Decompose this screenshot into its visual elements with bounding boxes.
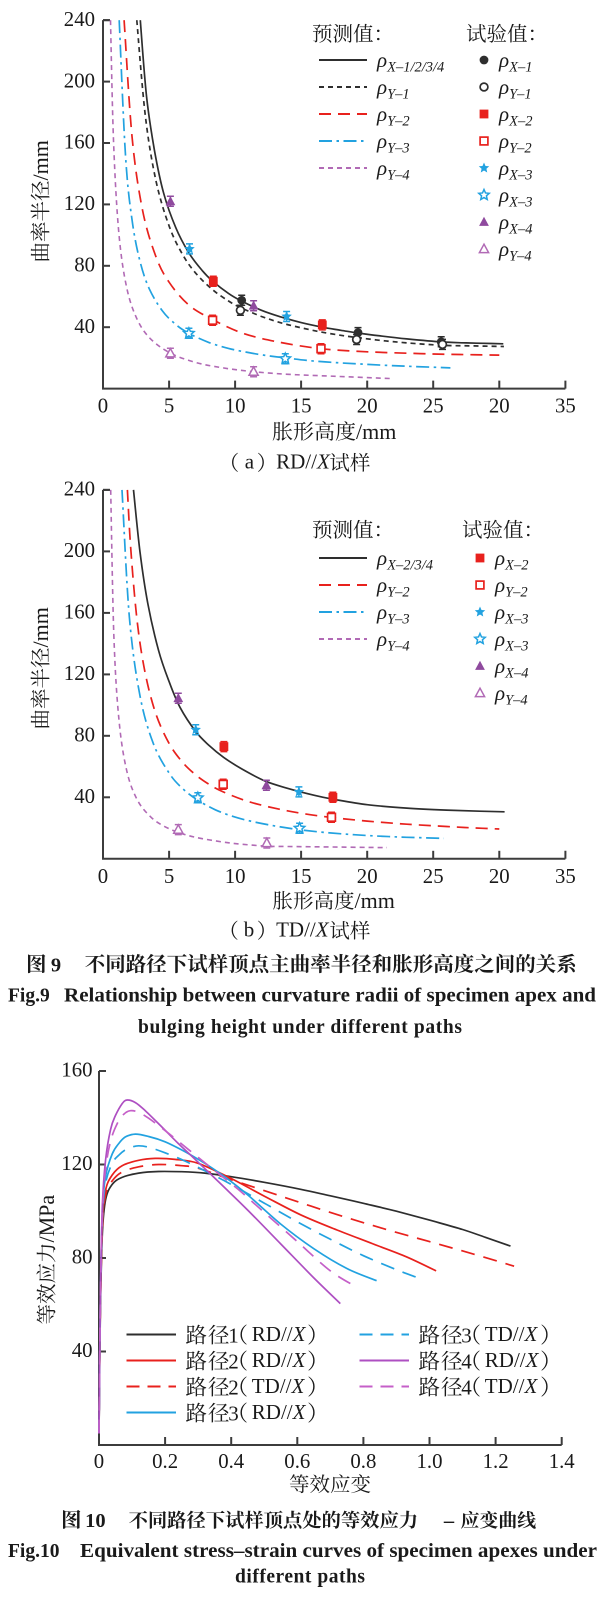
svg-text:a: a — [245, 450, 255, 474]
svg-text:5: 5 — [164, 865, 174, 888]
svg-text:/mm: /mm — [355, 888, 395, 913]
svg-text:RD//X: RD//X — [252, 1348, 307, 1372]
svg-text:120: 120 — [64, 192, 95, 215]
svg-text:ρY–2: ρY–2 — [376, 573, 410, 601]
svg-text:0.6: 0.6 — [284, 1450, 310, 1473]
svg-text:40: 40 — [74, 785, 95, 808]
svg-text:80: 80 — [72, 1246, 93, 1269]
svg-text:0: 0 — [98, 865, 108, 888]
svg-text:10: 10 — [85, 1510, 106, 1532]
svg-text:35: 35 — [555, 395, 576, 418]
svg-text:TD//X: TD//X — [252, 1374, 306, 1398]
svg-text:80: 80 — [74, 724, 95, 747]
svg-text:RD//X: RD//X — [276, 450, 331, 474]
svg-text:25: 25 — [423, 865, 444, 888]
svg-text:40: 40 — [72, 1339, 93, 1362]
svg-text:Fig.10: Fig.10 — [8, 1541, 59, 1562]
svg-text:RD//X: RD//X — [252, 1322, 307, 1346]
svg-text:Fig.9: Fig.9 — [8, 986, 50, 1007]
svg-text:25: 25 — [423, 395, 444, 418]
svg-text:160: 160 — [64, 601, 95, 624]
svg-text:20: 20 — [357, 395, 378, 418]
svg-text:20: 20 — [489, 865, 510, 888]
svg-text:20: 20 — [357, 865, 378, 888]
svg-text:RD//X: RD//X — [485, 1348, 540, 1372]
svg-text:RD//X: RD//X — [252, 1400, 307, 1424]
svg-text:1.4: 1.4 — [549, 1450, 576, 1473]
svg-text:4: 4 — [461, 1350, 472, 1374]
svg-text:3: 3 — [461, 1324, 472, 1348]
svg-text:0: 0 — [94, 1450, 104, 1473]
svg-text:10: 10 — [225, 865, 246, 888]
svg-text:20: 20 — [489, 395, 510, 418]
svg-text:0.8: 0.8 — [350, 1450, 376, 1473]
svg-text:0: 0 — [98, 395, 108, 418]
svg-text:120: 120 — [64, 662, 95, 685]
svg-text:35: 35 — [555, 865, 576, 888]
svg-text:/mm: /mm — [356, 419, 396, 444]
svg-text:200: 200 — [64, 69, 95, 92]
svg-text:9: 9 — [51, 954, 61, 976]
svg-text:200: 200 — [64, 539, 95, 562]
svg-text:Equivalent stress–strain curve: Equivalent stress–strain curves of speci… — [80, 1541, 597, 1562]
svg-text:1.0: 1.0 — [417, 1450, 443, 1473]
svg-text:120: 120 — [61, 1152, 92, 1175]
svg-text:160: 160 — [64, 131, 95, 154]
svg-text:1: 1 — [228, 1324, 239, 1348]
svg-text:240: 240 — [64, 8, 95, 31]
svg-text:3: 3 — [228, 1402, 239, 1426]
svg-text:160: 160 — [61, 1059, 92, 1082]
svg-text:2: 2 — [228, 1376, 239, 1400]
svg-text:15: 15 — [291, 395, 312, 418]
svg-text:Relationship between curvature: Relationship between curvature radii of … — [64, 986, 596, 1007]
svg-text:bulging height under different: bulging height under different paths — [138, 1017, 462, 1038]
svg-text:TD//X: TD//X — [276, 918, 330, 942]
svg-text:different paths: different paths — [235, 1567, 365, 1588]
svg-text:/MPa: /MPa — [34, 1195, 59, 1243]
svg-text:TD//X: TD//X — [485, 1374, 539, 1398]
svg-text:TD//X: TD//X — [485, 1322, 539, 1346]
svg-text:2: 2 — [228, 1350, 239, 1374]
svg-text:5: 5 — [164, 395, 174, 418]
svg-text:0.2: 0.2 — [152, 1450, 178, 1473]
svg-text:4: 4 — [461, 1376, 472, 1400]
svg-text:10: 10 — [225, 395, 246, 418]
svg-text:240: 240 — [64, 478, 95, 501]
svg-text:40: 40 — [74, 315, 95, 338]
svg-text:b: b — [244, 918, 255, 942]
svg-text:–: – — [443, 1510, 455, 1532]
svg-text:0.4: 0.4 — [218, 1450, 245, 1473]
svg-text:/mm: /mm — [28, 607, 53, 647]
svg-text:1.2: 1.2 — [483, 1450, 509, 1473]
svg-text:/mm: /mm — [28, 140, 53, 180]
svg-text:15: 15 — [291, 865, 312, 888]
svg-text:80: 80 — [74, 254, 95, 277]
